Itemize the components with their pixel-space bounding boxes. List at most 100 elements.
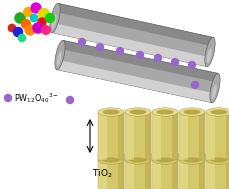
Polygon shape — [179, 154, 188, 189]
Polygon shape — [61, 40, 218, 82]
Circle shape — [22, 19, 30, 29]
Polygon shape — [125, 154, 134, 189]
Ellipse shape — [152, 108, 178, 116]
Ellipse shape — [57, 51, 62, 66]
Ellipse shape — [152, 150, 178, 158]
Ellipse shape — [130, 109, 147, 115]
Ellipse shape — [125, 108, 151, 116]
Circle shape — [30, 14, 38, 22]
Ellipse shape — [210, 157, 227, 163]
Polygon shape — [179, 154, 205, 189]
Polygon shape — [57, 40, 218, 103]
Circle shape — [38, 18, 46, 26]
Ellipse shape — [98, 108, 124, 116]
Circle shape — [46, 13, 55, 22]
Polygon shape — [226, 112, 229, 160]
Ellipse shape — [98, 150, 124, 158]
Circle shape — [79, 39, 85, 46]
Ellipse shape — [157, 157, 173, 163]
Ellipse shape — [207, 48, 212, 63]
Ellipse shape — [179, 150, 205, 158]
Circle shape — [66, 97, 74, 104]
Circle shape — [5, 94, 11, 101]
Ellipse shape — [206, 108, 229, 116]
Ellipse shape — [184, 109, 200, 115]
Circle shape — [96, 43, 104, 50]
Polygon shape — [125, 112, 134, 160]
Polygon shape — [125, 112, 151, 160]
Polygon shape — [226, 154, 229, 189]
Ellipse shape — [98, 156, 124, 164]
Circle shape — [136, 51, 144, 59]
Circle shape — [117, 47, 123, 54]
Polygon shape — [152, 112, 161, 160]
Polygon shape — [172, 154, 178, 189]
Ellipse shape — [130, 151, 147, 157]
Circle shape — [24, 8, 32, 16]
Polygon shape — [199, 154, 205, 189]
Polygon shape — [98, 112, 107, 160]
Circle shape — [155, 54, 161, 61]
Ellipse shape — [206, 150, 229, 158]
Circle shape — [172, 59, 178, 66]
Polygon shape — [152, 154, 161, 189]
Polygon shape — [145, 112, 151, 160]
Ellipse shape — [50, 3, 60, 33]
Circle shape — [14, 27, 23, 37]
Circle shape — [31, 3, 41, 13]
Polygon shape — [206, 112, 215, 160]
Polygon shape — [52, 3, 213, 67]
Ellipse shape — [103, 157, 120, 163]
Circle shape — [38, 9, 49, 19]
Circle shape — [18, 34, 26, 42]
Ellipse shape — [179, 156, 205, 164]
Polygon shape — [118, 154, 124, 189]
Circle shape — [191, 81, 199, 88]
Polygon shape — [125, 154, 151, 189]
Ellipse shape — [130, 157, 147, 163]
Ellipse shape — [103, 109, 120, 115]
Ellipse shape — [157, 151, 173, 157]
Ellipse shape — [184, 151, 200, 157]
Ellipse shape — [125, 156, 151, 164]
Polygon shape — [152, 154, 178, 189]
Ellipse shape — [157, 109, 173, 115]
Polygon shape — [152, 112, 178, 160]
Circle shape — [33, 23, 43, 33]
Ellipse shape — [179, 108, 205, 116]
Polygon shape — [179, 112, 188, 160]
Ellipse shape — [103, 151, 120, 157]
Polygon shape — [199, 112, 205, 160]
Polygon shape — [52, 23, 209, 67]
Polygon shape — [179, 112, 205, 160]
Ellipse shape — [212, 84, 217, 99]
Circle shape — [188, 61, 196, 68]
Ellipse shape — [125, 150, 151, 158]
Text: PW$_{12}$O$_{40}$$^{3-}$: PW$_{12}$O$_{40}$$^{3-}$ — [14, 91, 59, 105]
Circle shape — [15, 13, 25, 23]
Ellipse shape — [205, 37, 215, 67]
Ellipse shape — [55, 40, 65, 70]
Polygon shape — [98, 154, 124, 189]
Circle shape — [8, 24, 16, 32]
Circle shape — [25, 25, 35, 35]
Polygon shape — [172, 112, 178, 160]
Polygon shape — [206, 154, 229, 189]
Ellipse shape — [52, 14, 57, 29]
Ellipse shape — [152, 156, 178, 164]
Polygon shape — [145, 154, 151, 189]
Polygon shape — [206, 154, 215, 189]
Polygon shape — [57, 60, 214, 103]
Ellipse shape — [210, 151, 227, 157]
Polygon shape — [56, 3, 213, 46]
Ellipse shape — [210, 109, 227, 115]
Polygon shape — [118, 112, 124, 160]
Polygon shape — [98, 154, 107, 189]
Ellipse shape — [206, 156, 229, 164]
Ellipse shape — [210, 73, 220, 103]
Circle shape — [42, 26, 50, 34]
Text: TiO$_2$: TiO$_2$ — [92, 168, 113, 180]
Polygon shape — [206, 112, 229, 160]
Polygon shape — [98, 112, 124, 160]
Ellipse shape — [184, 157, 200, 163]
